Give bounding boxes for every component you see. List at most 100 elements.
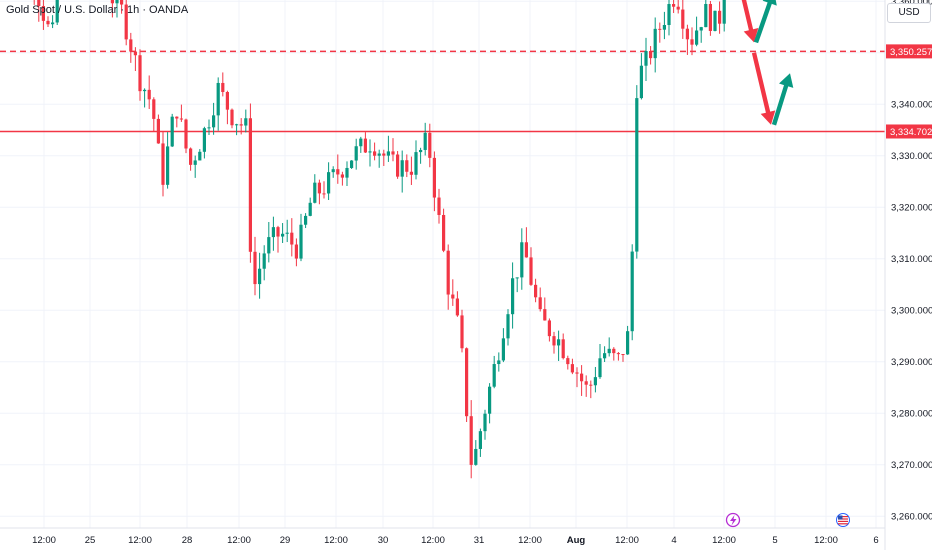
lightning-event-icon[interactable] <box>725 512 741 528</box>
candle <box>460 309 464 353</box>
candle <box>359 136 363 153</box>
candle <box>120 0 124 14</box>
candle <box>184 118 188 154</box>
x-tick-label: 29 <box>280 535 291 546</box>
projection-arrow[interactable] <box>751 52 776 125</box>
candle <box>235 123 239 136</box>
candle <box>520 228 524 290</box>
candle <box>635 85 639 259</box>
candle <box>547 318 551 342</box>
candle <box>690 27 694 56</box>
candle <box>497 352 501 372</box>
x-tick-label: 4 <box>671 535 676 546</box>
candle <box>354 138 358 170</box>
price-level-label: 3,334.702 <box>890 127 932 138</box>
candle <box>290 218 294 257</box>
y-tick-label: 3,320.000 <box>891 203 932 214</box>
candle <box>216 77 220 131</box>
candle <box>396 151 400 179</box>
candle <box>244 109 248 133</box>
candle <box>46 16 50 28</box>
candle <box>336 154 340 184</box>
candle <box>248 103 252 263</box>
event-icons[interactable] <box>725 512 850 528</box>
candle <box>607 337 611 357</box>
candle <box>718 1 722 34</box>
x-tick-label: 30 <box>378 535 389 546</box>
price-axis[interactable]: 3,260.000 3,270.000 3,280.000 3,290.000 3,30… <box>884 0 932 550</box>
candle <box>304 213 308 229</box>
candle <box>51 15 55 29</box>
candle <box>115 0 119 18</box>
candle <box>570 358 574 375</box>
candle <box>202 126 206 159</box>
candle <box>708 0 712 36</box>
candle <box>350 160 354 169</box>
candle <box>534 278 538 303</box>
candle <box>133 47 137 71</box>
candle <box>258 252 262 299</box>
candle <box>405 154 409 178</box>
candle <box>672 0 676 13</box>
candle <box>276 225 280 253</box>
candle <box>414 140 418 180</box>
candle <box>685 24 689 55</box>
us-flag-event-icon[interactable] <box>836 513 850 527</box>
currency-button[interactable]: USD <box>887 3 931 23</box>
candle <box>561 333 565 360</box>
x-tick-label: 5 <box>772 535 777 546</box>
candle <box>313 174 317 204</box>
x-tick-label: 12:00 <box>814 535 838 546</box>
candle <box>644 37 648 82</box>
candle <box>557 330 561 361</box>
x-tick-label: 12:00 <box>128 535 152 546</box>
candle <box>713 10 717 32</box>
candle <box>37 0 41 22</box>
candle <box>189 147 193 171</box>
candle <box>55 0 59 26</box>
candle <box>373 142 377 161</box>
candle <box>612 347 616 361</box>
candle <box>483 409 487 440</box>
candle <box>175 116 179 128</box>
candle <box>423 122 427 156</box>
candle <box>529 247 533 286</box>
candle <box>170 113 174 148</box>
candle <box>363 132 367 154</box>
projection-arrow[interactable] <box>730 0 759 43</box>
x-tick-label: 12:00 <box>518 535 542 546</box>
symbol-legend[interactable]: Gold Spot / U.S. Dollar · 1h · OANDA <box>6 4 189 16</box>
y-tick-label: 3,300.000 <box>891 306 932 317</box>
candle <box>129 32 133 63</box>
candle <box>327 162 331 200</box>
candle <box>281 223 285 243</box>
projection-arrow[interactable] <box>753 0 777 44</box>
candle <box>478 428 482 457</box>
candle <box>262 245 266 281</box>
grid <box>0 0 885 528</box>
candle <box>110 0 114 18</box>
time-axis[interactable]: 12:00 25 12:00 28 12:00 29 12:00 30 12:00 31 12:00… <box>0 527 885 546</box>
projection-arrow[interactable] <box>771 73 794 126</box>
candle <box>722 0 726 32</box>
candle <box>465 347 469 422</box>
candle <box>469 400 473 479</box>
candle <box>331 166 335 178</box>
x-tick-label: 25 <box>85 535 96 546</box>
x-tick-label: 12:00 <box>421 535 445 546</box>
candlestick-series <box>33 0 726 479</box>
candle <box>391 138 395 162</box>
candle <box>474 440 478 466</box>
candle <box>400 150 404 193</box>
candle <box>382 149 386 166</box>
candle <box>584 375 588 397</box>
price-level-tag <box>886 44 932 59</box>
candle <box>179 104 183 122</box>
y-tick-label: 3,270.000 <box>891 460 932 471</box>
candle <box>317 179 321 205</box>
candle <box>552 331 556 354</box>
candle <box>488 383 492 424</box>
candle <box>138 49 142 101</box>
candle <box>419 147 423 164</box>
